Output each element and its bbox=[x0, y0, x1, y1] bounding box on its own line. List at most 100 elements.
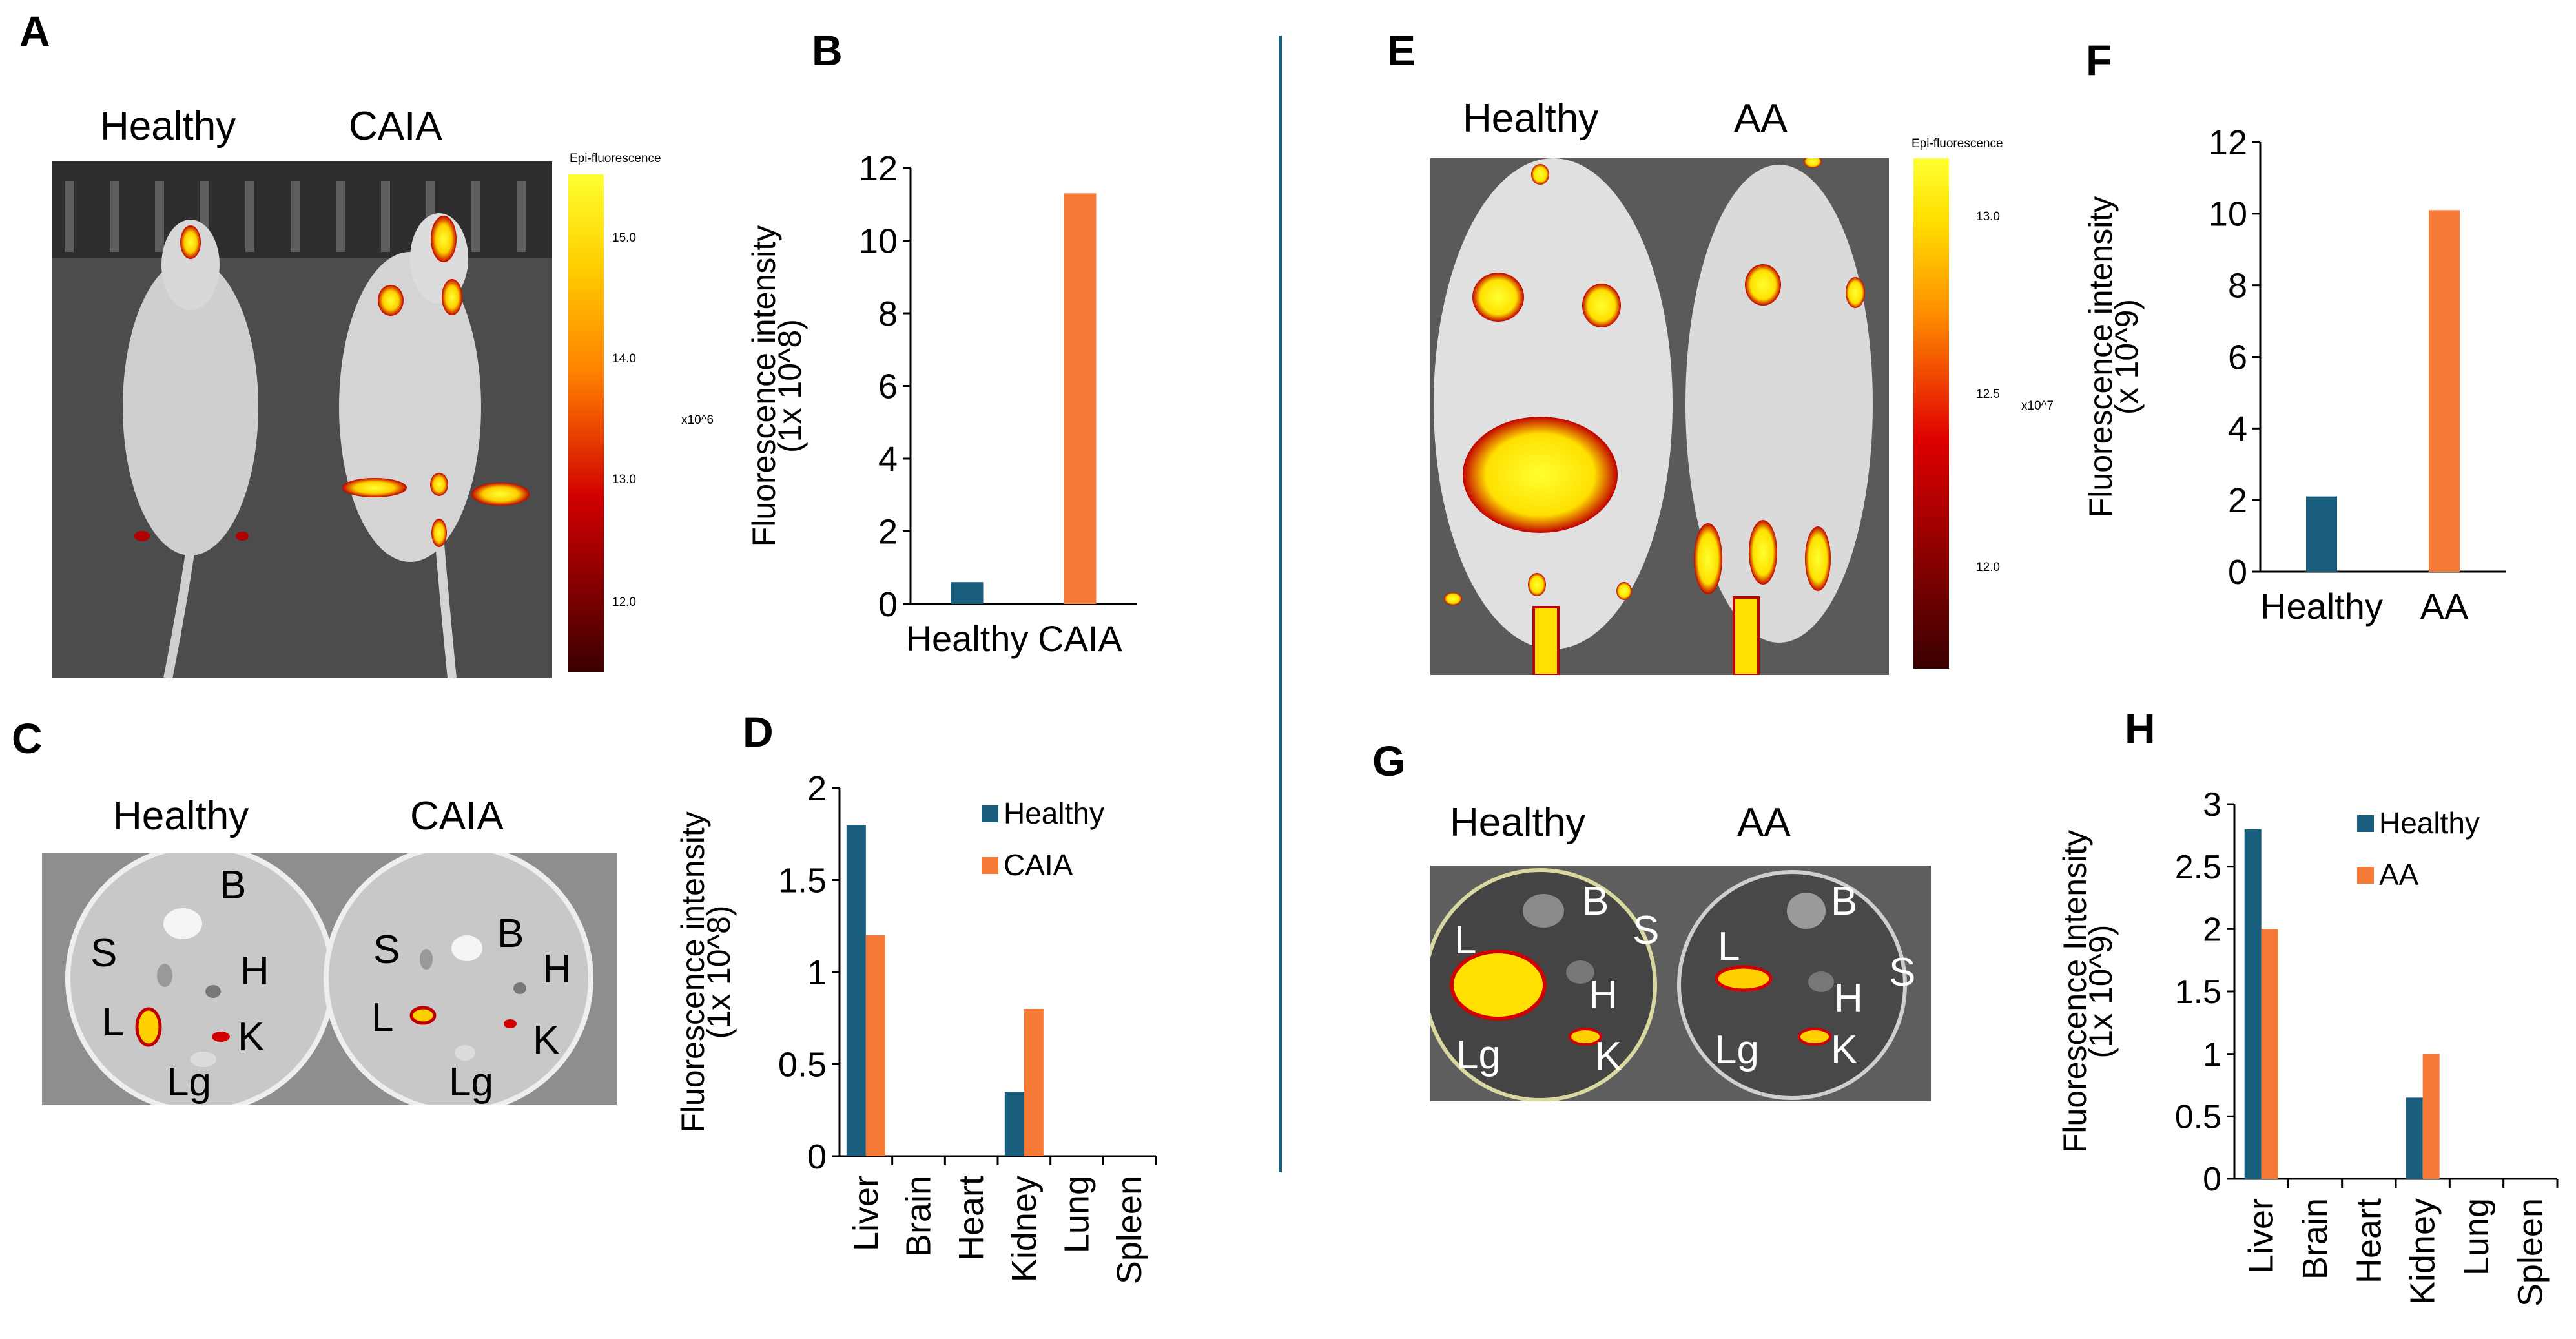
panel-c-label-caia: CAIA bbox=[410, 794, 504, 838]
panel-c-organ-label: S bbox=[373, 928, 400, 972]
panel-e-scale-tick: 12.0 bbox=[1976, 561, 2000, 574]
y-tick-label: 6 bbox=[2228, 338, 2247, 377]
x-tick-label: Heart bbox=[952, 1176, 991, 1261]
panel-e-label-healthy: Healthy bbox=[1463, 96, 1599, 141]
y-tick-label: 10 bbox=[2209, 195, 2247, 234]
x-tick-label: Lung bbox=[2457, 1198, 2496, 1276]
y-tick-label: 1.5 bbox=[2175, 973, 2221, 1011]
panel-g-organ-label: K bbox=[1595, 1034, 1622, 1079]
panel-g-organ-image bbox=[1430, 866, 1931, 1101]
x-tick-label: Lung bbox=[1058, 1176, 1097, 1253]
y-tick-label: 1 bbox=[2203, 1036, 2221, 1074]
legend-swatch-healthy bbox=[2357, 815, 2374, 832]
y-tick-label: 4 bbox=[878, 440, 898, 479]
panel-g-organ-label: K bbox=[1831, 1028, 1858, 1072]
y-tick-label: 0.5 bbox=[2175, 1099, 2221, 1136]
panel-c-organ-label: B bbox=[497, 911, 524, 956]
x-tick-label: Liver bbox=[2242, 1198, 2281, 1274]
bar-healthy-kidney bbox=[1004, 1092, 1024, 1156]
x-tick-label: Brain bbox=[2296, 1198, 2334, 1280]
y-tick-label: 0 bbox=[878, 585, 898, 624]
legend-label-healthy: Healthy bbox=[2379, 806, 2480, 840]
x-tick-label: Kidney bbox=[1005, 1176, 1044, 1282]
panel-a-scale-tick: 13.0 bbox=[612, 473, 636, 486]
bar-healthy-liver bbox=[846, 825, 866, 1156]
panel-letter-d: D bbox=[743, 708, 774, 756]
panel-a-scale-title: Epi-fluorescence bbox=[570, 152, 661, 165]
panel-g-organ-label: H bbox=[1834, 976, 1863, 1021]
x-tick-label: Spleen bbox=[2511, 1198, 2550, 1307]
y-tick-label: 0.5 bbox=[778, 1045, 827, 1084]
y-axis-label: (x 10^9) bbox=[2108, 299, 2145, 415]
y-tick-label: 2 bbox=[2203, 911, 2221, 949]
panel-c-organ-label: K bbox=[533, 1018, 560, 1063]
bar-healthy-liver bbox=[2244, 829, 2262, 1179]
bar-aa bbox=[2429, 210, 2460, 572]
y-tick-label: 2 bbox=[878, 512, 898, 551]
panel-a-scale-tick: 12.0 bbox=[612, 596, 636, 609]
bar-caia-liver bbox=[865, 935, 885, 1156]
y-axis-label: Fluorescence Intensity bbox=[2057, 830, 2093, 1153]
chart-d: 0 0.5 1 1.5 2 Fluorescence intensity(1x 10^8)… bbox=[675, 769, 1157, 1284]
y-tick-label: 0 bbox=[807, 1137, 827, 1176]
panel-divider bbox=[1279, 36, 1282, 1172]
y-tick-label: 12 bbox=[2209, 126, 2247, 162]
x-tick-label: Healthy bbox=[2260, 586, 2383, 627]
bar-caia bbox=[1064, 193, 1097, 604]
y-tick-label: 3 bbox=[2203, 786, 2221, 824]
bar-healthy bbox=[2306, 496, 2337, 572]
panel-g-organ-label: Lg bbox=[1715, 1028, 1759, 1072]
panel-c-organ-label: Lg bbox=[449, 1060, 493, 1105]
panel-g-label-healthy: Healthy bbox=[1450, 800, 1586, 845]
panel-e-colorbar bbox=[1913, 158, 1949, 669]
panel-a-scale-tick: 14.0 bbox=[612, 352, 636, 366]
bar-healthy bbox=[951, 582, 984, 604]
panel-letter-h: H bbox=[2125, 705, 2156, 753]
y-tick-label: 2 bbox=[2228, 481, 2247, 520]
panel-g-organ-label: H bbox=[1589, 973, 1618, 1017]
panel-c-organ-label: L bbox=[102, 1000, 125, 1044]
x-tick-label: Liver bbox=[847, 1176, 885, 1251]
panel-g-organ-label: B bbox=[1831, 879, 1858, 924]
x-tick-label: AA bbox=[2420, 586, 2469, 627]
y-tick-label: 8 bbox=[2228, 267, 2247, 306]
y-axis-label: (1x 10^8) bbox=[772, 319, 808, 453]
x-tick-label: Brain bbox=[900, 1176, 938, 1257]
panel-letter-f: F bbox=[2086, 36, 2112, 84]
panel-c-label-healthy: Healthy bbox=[113, 794, 249, 838]
x-tick-label: CAIA bbox=[1038, 618, 1122, 659]
y-tick-label: 1 bbox=[807, 953, 827, 992]
x-tick-label: Heart bbox=[2349, 1198, 2388, 1283]
panel-g-organ-label: B bbox=[1582, 879, 1609, 924]
panel-c-organ-label: K bbox=[238, 1015, 265, 1059]
panel-g-label-aa: AA bbox=[1737, 800, 1791, 845]
y-axis-label: (1x 10^8) bbox=[701, 906, 737, 1039]
panel-g-organ-label: Lg bbox=[1456, 1033, 1501, 1077]
panel-g-organ-label: L bbox=[1454, 918, 1477, 962]
panel-g-organ-label: S bbox=[1633, 908, 1660, 953]
panel-a-colorbar bbox=[568, 174, 604, 672]
y-tick-label: 0 bbox=[2228, 553, 2247, 592]
chart-h: 0 0.5 1 1.5 2 2.5 3 Fluorescence Intensity(1x 1… bbox=[2057, 786, 2559, 1307]
y-tick-label: 0 bbox=[2203, 1161, 2221, 1198]
panel-c-organ-image bbox=[42, 853, 617, 1105]
y-axis-label: Fluorescence intensity bbox=[2083, 196, 2119, 517]
panel-letter-c: C bbox=[12, 714, 43, 762]
panel-a-scale-tick: 15.0 bbox=[612, 231, 636, 245]
bar-caia-kidney bbox=[1024, 1009, 1044, 1156]
panel-g-organ-label: L bbox=[1718, 924, 1740, 969]
panel-c-organ-label: Lg bbox=[167, 1060, 211, 1105]
panel-a-scale-unit: x10^6 bbox=[681, 413, 714, 427]
panel-e-scale-tick: 12.5 bbox=[1976, 388, 2000, 401]
y-tick-label: 6 bbox=[878, 367, 898, 406]
panel-a-label-caia: CAIA bbox=[349, 104, 442, 149]
panel-e-mouse-image bbox=[1430, 158, 1889, 675]
panel-c-organ-label: S bbox=[90, 931, 118, 975]
legend-swatch-caia bbox=[982, 857, 998, 874]
x-tick-label: Healthy bbox=[906, 618, 1029, 659]
bar-aa-kidney bbox=[2422, 1054, 2440, 1179]
y-tick-label: 1.5 bbox=[778, 861, 827, 900]
bar-aa-liver bbox=[2261, 929, 2278, 1179]
panel-c-organ-label: B bbox=[220, 863, 247, 908]
legend-label-aa: AA bbox=[2379, 858, 2419, 891]
